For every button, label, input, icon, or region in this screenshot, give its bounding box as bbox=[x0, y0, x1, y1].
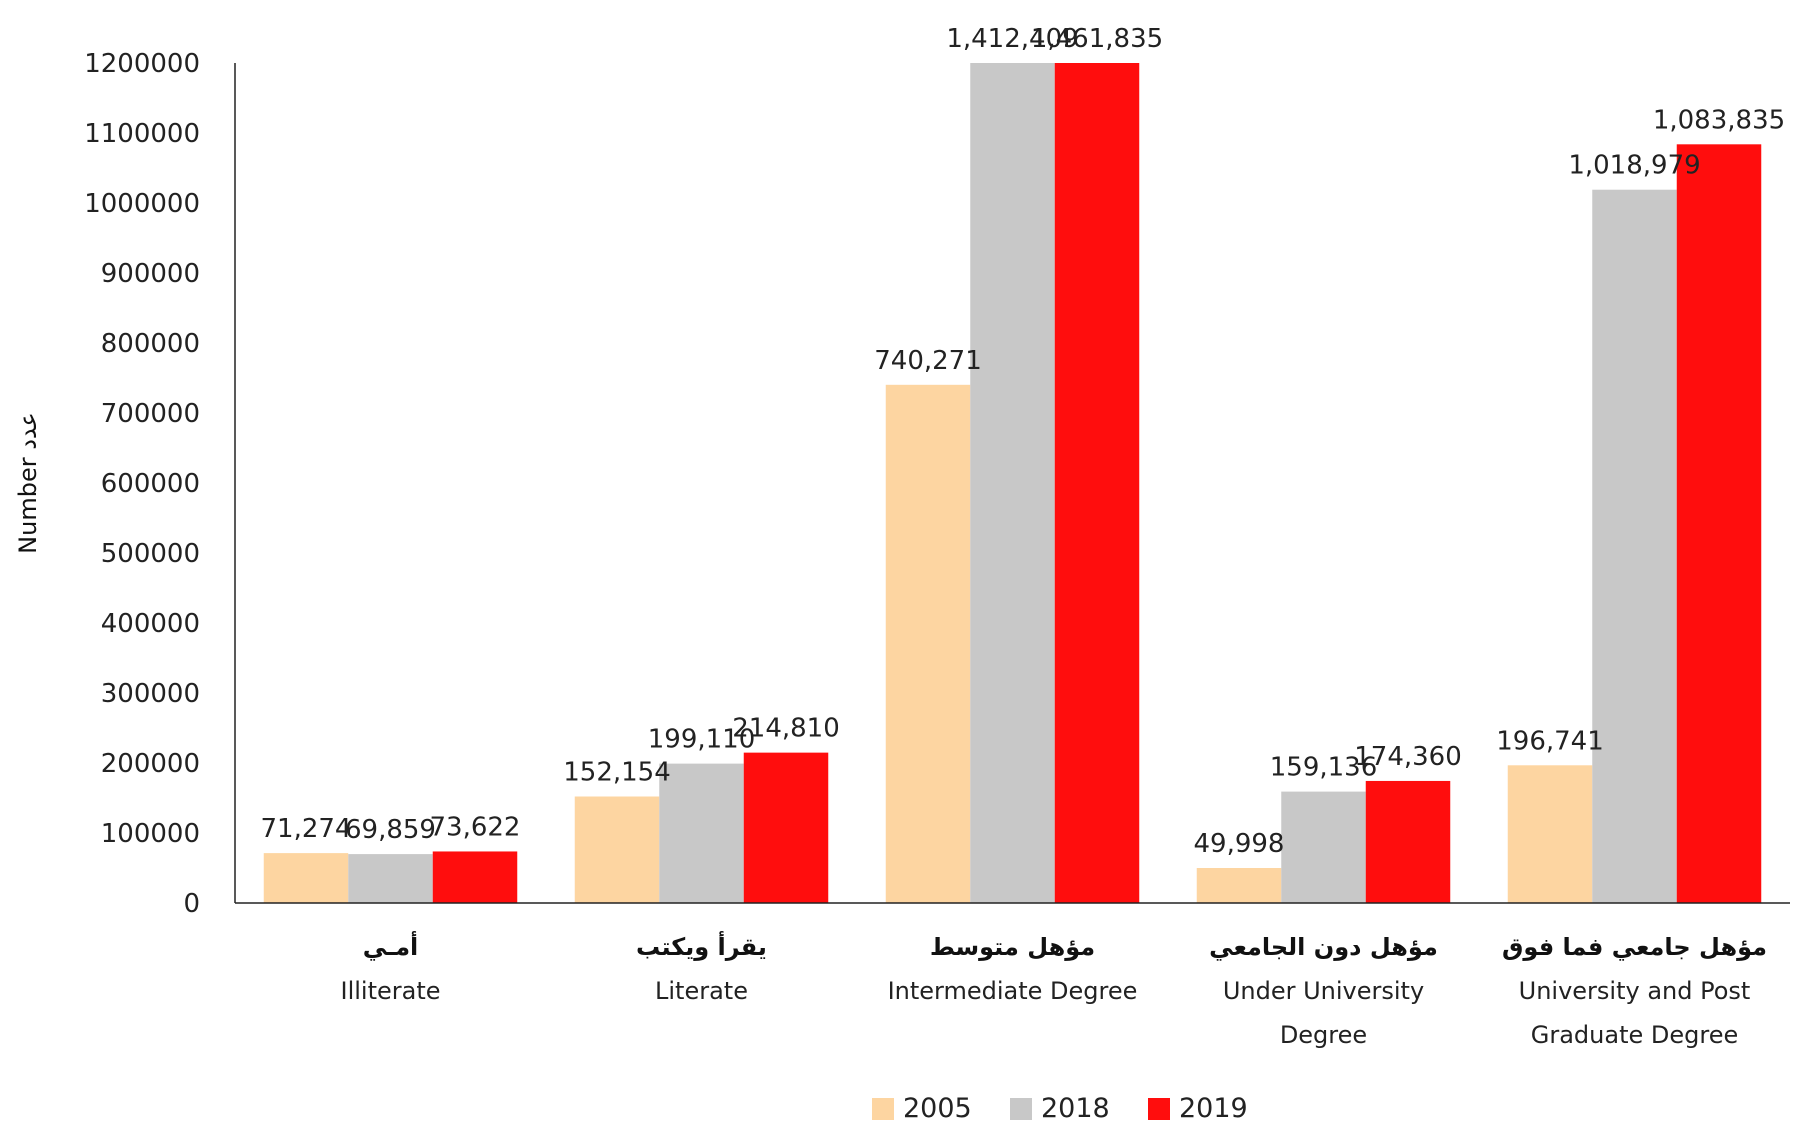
data-label: 174,360 bbox=[1354, 742, 1462, 772]
category-label-en: Intermediate Degree bbox=[888, 977, 1138, 1005]
category-label-en: Literate bbox=[655, 977, 748, 1005]
data-label: 740,271 bbox=[874, 346, 982, 376]
legend-label-2018: 2018 bbox=[1041, 1093, 1110, 1124]
category-label-en: Graduate Degree bbox=[1531, 1021, 1738, 1049]
category-label-en: University and Post bbox=[1519, 977, 1751, 1005]
category-label-en: Under University bbox=[1223, 977, 1424, 1005]
legend-label-2005: 2005 bbox=[903, 1093, 972, 1124]
data-label: 214,810 bbox=[732, 714, 840, 744]
data-label: 1,412,409 bbox=[946, 24, 1078, 54]
bar-2019 bbox=[743, 752, 829, 903]
y-axis-ticks: 0 100000 200000 300000 400000 500000 600000 700… bbox=[84, 49, 200, 919]
data-label: 1,018,979 bbox=[1568, 151, 1700, 181]
y-tick-label: 800000 bbox=[101, 329, 200, 359]
y-tick-label: 0 bbox=[183, 889, 200, 919]
y-tick-label: 1200000 bbox=[84, 49, 200, 79]
y-tick-label: 600000 bbox=[101, 469, 200, 499]
bars bbox=[263, 63, 1762, 904]
y-axis-label: Number عدد bbox=[14, 412, 42, 554]
category-label-ar: أمـي bbox=[363, 931, 419, 961]
y-tick-label: 100000 bbox=[101, 819, 200, 849]
data-label: 69,859 bbox=[345, 815, 436, 845]
bar-2005 bbox=[263, 853, 349, 903]
data-label: 196,741 bbox=[1496, 726, 1604, 756]
y-tick-label: 1100000 bbox=[84, 119, 200, 149]
legend: 2005 2018 2019 bbox=[872, 1093, 1248, 1124]
bar-2005 bbox=[574, 796, 660, 903]
y-tick-label: 400000 bbox=[101, 609, 200, 639]
category-label-ar: يقرأ ويكتب bbox=[636, 931, 767, 961]
category-labels: أمـي Illiterate يقرأ ويكتب Literate مؤهل متو… bbox=[340, 931, 1767, 1049]
bar-2019 bbox=[1365, 780, 1451, 903]
bar-2005 bbox=[885, 384, 971, 903]
data-label: 159,136 bbox=[1270, 753, 1378, 783]
y-tick-label: 500000 bbox=[101, 539, 200, 569]
category-label-ar: مؤهل دون الجامعي bbox=[1209, 933, 1438, 961]
y-axis-title: Number عدد bbox=[14, 412, 42, 554]
data-label: 49,998 bbox=[1194, 829, 1285, 859]
legend-swatch-2019 bbox=[1148, 1098, 1170, 1120]
bar-2018 bbox=[1281, 791, 1366, 903]
data-label: 73,622 bbox=[430, 812, 521, 842]
bar-2018 bbox=[659, 763, 744, 903]
data-label: 1,461,835 bbox=[1031, 24, 1163, 54]
axes bbox=[234, 63, 1790, 904]
bar-2019 bbox=[1054, 63, 1140, 903]
legend-swatch-2005 bbox=[872, 1098, 894, 1120]
data-label: 152,154 bbox=[563, 757, 671, 787]
data-label: 199,110 bbox=[648, 725, 756, 755]
data-label: 1,083,835 bbox=[1653, 105, 1785, 135]
y-tick-label: 900000 bbox=[101, 259, 200, 289]
data-label: 71,274 bbox=[261, 814, 352, 844]
bar-2005 bbox=[1196, 868, 1282, 903]
bar-2018 bbox=[348, 854, 433, 903]
bar-2005 bbox=[1507, 765, 1593, 903]
category-label-en: Illiterate bbox=[340, 977, 440, 1005]
bar-2018 bbox=[970, 63, 1055, 903]
legend-swatch-2018 bbox=[1010, 1098, 1032, 1120]
y-tick-label: 700000 bbox=[101, 399, 200, 429]
category-label-en: Degree bbox=[1280, 1021, 1367, 1049]
bar-2019 bbox=[1676, 144, 1762, 904]
legend-label-2019: 2019 bbox=[1179, 1093, 1248, 1124]
y-tick-label: 300000 bbox=[101, 679, 200, 709]
category-label-ar: مؤهل جامعي فما فوق bbox=[1502, 933, 1767, 961]
y-tick-label: 1000000 bbox=[84, 189, 200, 219]
bar-2018 bbox=[1592, 189, 1677, 903]
bar-2019 bbox=[432, 851, 518, 903]
y-tick-label: 200000 bbox=[101, 749, 200, 779]
category-label-ar: مؤهل متوسط bbox=[930, 933, 1095, 961]
